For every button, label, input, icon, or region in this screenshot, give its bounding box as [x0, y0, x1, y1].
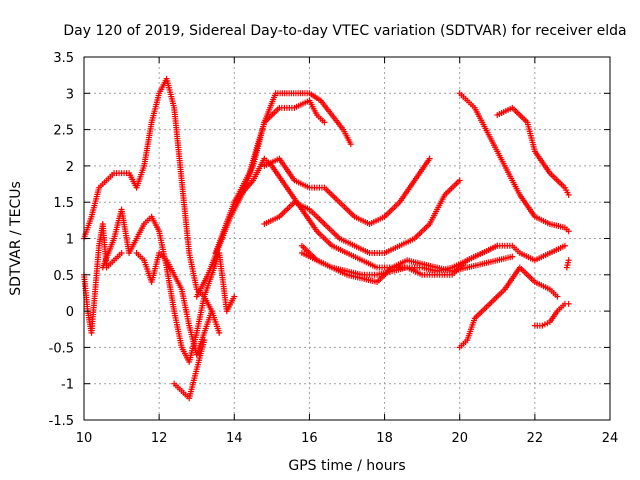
y-tick-label: 0	[66, 305, 74, 320]
data-point	[208, 308, 215, 315]
y-tick-label: 0.5	[53, 269, 74, 284]
y-tick-label: 3	[66, 87, 74, 102]
data-point	[565, 300, 572, 307]
y-axis-label: SDTVAR / TECUs	[8, 181, 24, 296]
x-tick-label: 10	[76, 431, 93, 446]
axis-ticks	[83, 56, 611, 421]
y-tick-label: 1.5	[53, 196, 74, 211]
x-axis-label: GPS time / hours	[288, 458, 405, 474]
y-tick-label: 1	[66, 233, 74, 248]
data-point	[509, 253, 516, 260]
x-tick-label: 20	[451, 431, 468, 446]
y-tick-label: 2	[66, 160, 74, 175]
data-point	[561, 242, 568, 249]
x-tick-label: 18	[376, 431, 393, 446]
y-tick-labels: -1.5 -1 -0.5 0 0.5 1 1.5 2 2.5 3 3.5	[49, 51, 74, 429]
data-point	[231, 293, 238, 300]
y-tick-label: -1.5	[49, 414, 74, 429]
x-tick-label: 22	[527, 431, 544, 446]
data-point	[321, 119, 328, 126]
data-point	[494, 242, 501, 249]
y-tick-label: -0.5	[49, 341, 74, 356]
data-point	[565, 191, 572, 198]
data-point	[118, 250, 125, 257]
data-point	[565, 257, 572, 264]
data-points	[81, 75, 572, 402]
y-tick-label: 2.5	[53, 124, 74, 139]
data-point	[565, 228, 572, 235]
data-point	[554, 293, 561, 300]
y-tick-label: 3.5	[53, 51, 74, 66]
x-tick-labels: 10 12 14 16 18 20 22 24	[76, 431, 619, 446]
x-tick-label: 16	[301, 431, 318, 446]
data-point	[456, 177, 463, 184]
y-tick-label: -1	[61, 378, 74, 393]
data-point	[201, 337, 208, 344]
x-tick-label: 12	[151, 431, 168, 446]
data-point	[347, 141, 354, 148]
data-point	[426, 155, 433, 162]
chart-title: Day 120 of 2019, Sidereal Day-to-day VTE…	[63, 23, 626, 39]
x-tick-label: 24	[602, 431, 619, 446]
x-tick-label: 14	[226, 431, 243, 446]
data-point	[216, 329, 223, 336]
